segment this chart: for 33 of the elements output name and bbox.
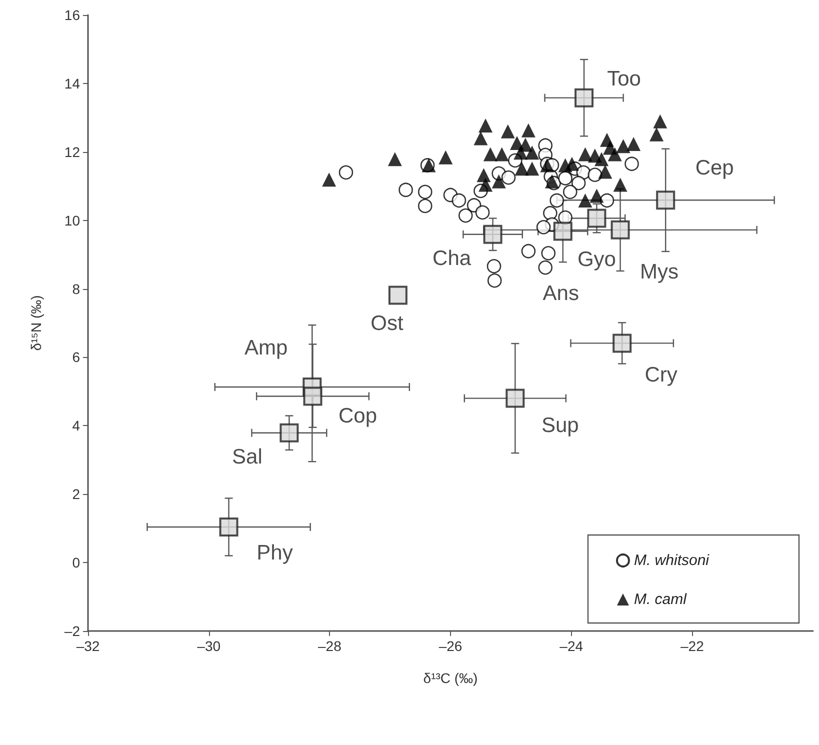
y-tick-label: 8 — [72, 280, 80, 297]
annotation: Mys — [640, 260, 679, 284]
y-axis-title: δ¹⁵N (‰) — [28, 295, 44, 351]
x-tick-label: –28 — [318, 638, 342, 654]
annotation: Sup — [541, 414, 579, 437]
x-tick-label: –26 — [438, 638, 462, 654]
y-tick-label: 12 — [64, 144, 80, 160]
annotation: Phy — [256, 541, 294, 564]
annotation: Cha — [432, 246, 472, 270]
annotation: Gyo — [577, 248, 616, 271]
y-tick-label: 14 — [64, 75, 80, 92]
y-tick-label: 16 — [64, 7, 80, 23]
annotation: Cry — [644, 364, 678, 387]
legend-label: M. whitsoni — [634, 552, 710, 569]
annotation: Cep — [695, 156, 734, 180]
annotation: Too — [607, 67, 641, 90]
y-tick-label: 0 — [72, 554, 80, 571]
annotation: Amp — [244, 336, 288, 360]
legend-label: M. caml — [634, 591, 688, 608]
y-tick-label: 10 — [64, 212, 80, 228]
annotation: Ans — [542, 282, 579, 305]
y-tick-label: 6 — [72, 349, 80, 366]
annotation: Ost — [370, 312, 404, 335]
x-tick-label: –32 — [76, 638, 100, 654]
x-tick-label: –30 — [197, 638, 221, 654]
y-tick-label: 2 — [72, 486, 80, 502]
x-tick-label: –22 — [680, 638, 704, 654]
y-tick-label: 4 — [72, 418, 80, 434]
y-tick-label: –2 — [64, 623, 80, 639]
annotation: Sal — [232, 445, 262, 468]
x-axis-title: δ¹³C (‰) — [423, 670, 478, 686]
annotation: Cop — [338, 404, 378, 428]
x-tick-label: –24 — [560, 638, 584, 654]
